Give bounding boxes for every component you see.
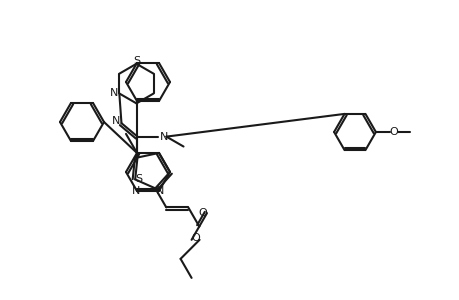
Text: N: N bbox=[112, 116, 120, 126]
Text: O: O bbox=[191, 233, 200, 243]
Text: O: O bbox=[198, 208, 207, 218]
Text: S: S bbox=[133, 56, 140, 66]
Text: O: O bbox=[389, 127, 397, 137]
Text: N: N bbox=[156, 186, 164, 196]
Text: S: S bbox=[135, 174, 142, 184]
Text: N: N bbox=[110, 88, 118, 98]
Text: N: N bbox=[160, 132, 168, 142]
Text: N: N bbox=[132, 186, 140, 196]
